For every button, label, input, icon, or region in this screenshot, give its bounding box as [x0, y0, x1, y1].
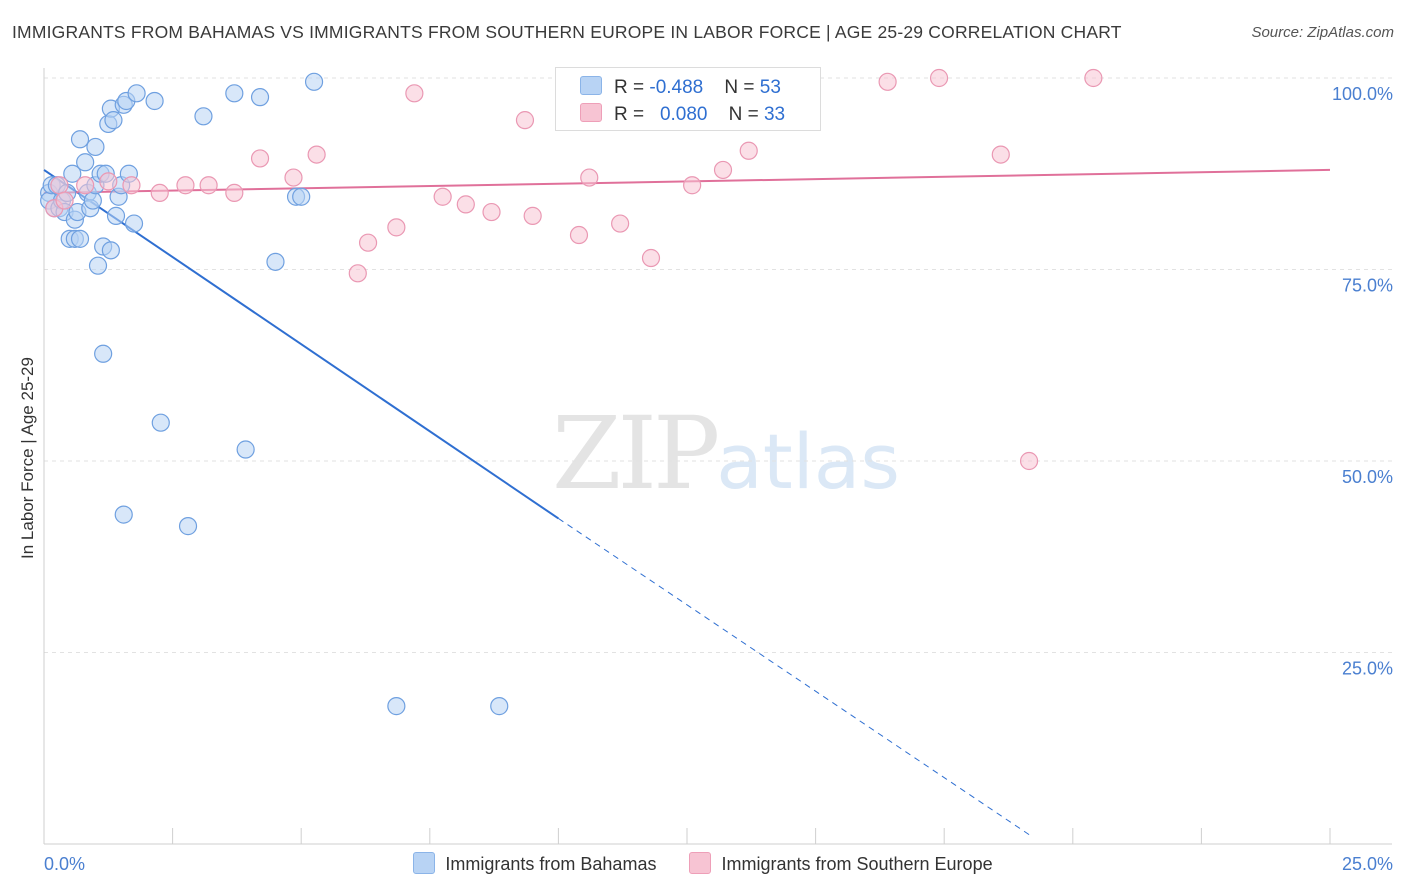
data-point-southern-europe — [307, 145, 326, 164]
legend-r-label: R = — [614, 77, 650, 98]
y-tick-label: 25.0% — [1342, 659, 1393, 679]
data-point-bahamas — [70, 130, 90, 149]
data-point-southern-europe — [122, 176, 141, 195]
data-point-bahamas — [490, 697, 509, 716]
data-point-southern-europe — [523, 206, 542, 225]
legend-n-label: N = — [728, 104, 764, 125]
data-point-bahamas — [76, 153, 95, 172]
data-point-southern-europe — [76, 176, 95, 195]
legend-item-southern-europe[interactable]: Immigrants from Southern Europe — [689, 852, 993, 875]
data-point-southern-europe — [991, 145, 1010, 164]
data-point-southern-europe — [55, 191, 74, 210]
data-point-bahamas — [236, 440, 255, 459]
source-credit: Source: ZipAtlas.com — [1251, 24, 1394, 41]
data-point-bahamas — [88, 256, 108, 275]
y-tick-label: 75.0% — [1342, 276, 1393, 296]
data-point-southern-europe — [929, 68, 949, 88]
data-point-southern-europe — [284, 168, 303, 187]
legend-row-bahamas: R = -0.488 N = 53 — [580, 76, 781, 99]
data-point-bahamas — [104, 111, 123, 130]
x-tick-label: 25.0% — [1342, 854, 1393, 874]
data-point-bahamas — [127, 84, 146, 103]
data-point-bahamas — [151, 413, 170, 432]
legend-r-value: -0.488 — [649, 77, 704, 98]
data-point-southern-europe — [150, 183, 169, 202]
watermark-zip: ZIP — [552, 395, 720, 512]
data-point-bahamas — [106, 206, 126, 225]
data-point-southern-europe — [50, 176, 69, 195]
data-point-bahamas — [124, 214, 144, 233]
data-point-southern-europe — [611, 214, 630, 233]
data-point-southern-europe — [683, 176, 702, 195]
legend-swatch-pink — [580, 103, 602, 122]
x-tick-label: 0.0% — [44, 854, 85, 874]
data-point-southern-europe — [405, 84, 424, 103]
data-point-southern-europe — [358, 233, 378, 252]
data-point-southern-europe — [569, 225, 589, 245]
legend-r-label: R = — [614, 104, 650, 125]
legend-swatch-pink — [689, 852, 712, 874]
legend-swatch-blue — [580, 76, 602, 95]
y-tick-label: 100.0% — [1332, 84, 1393, 104]
legend-row-southern-europe: R = 0.080 N = 33 — [580, 103, 785, 126]
data-point-southern-europe — [250, 149, 270, 168]
series-legend: Immigrants from Bahamas Immigrants from … — [0, 852, 1406, 875]
data-point-bahamas — [225, 84, 244, 103]
legend-n-value: 53 — [759, 77, 781, 98]
data-point-southern-europe — [99, 172, 118, 191]
data-point-southern-europe — [580, 168, 599, 187]
data-point-bahamas — [86, 137, 105, 157]
data-point-bahamas — [250, 88, 270, 107]
data-point-bahamas — [387, 697, 406, 716]
data-point-bahamas — [63, 164, 82, 183]
legend-swatch-blue — [413, 852, 436, 874]
data-point-southern-europe — [482, 202, 501, 222]
data-point-bahamas — [83, 191, 102, 210]
data-point-southern-europe — [387, 218, 406, 237]
data-point-southern-europe — [713, 160, 733, 180]
data-point-bahamas — [266, 252, 285, 271]
data-point-bahamas — [178, 517, 198, 536]
legend-r-value: 0.080 — [659, 104, 708, 125]
data-point-southern-europe — [199, 176, 218, 195]
legend-n-value: 33 — [763, 104, 786, 125]
data-point-southern-europe — [1019, 451, 1039, 471]
legend-n-label: N = — [724, 77, 760, 98]
data-points — [40, 68, 1103, 716]
data-point-bahamas — [194, 107, 213, 126]
data-point-bahamas — [70, 229, 90, 248]
data-point-bahamas — [145, 91, 164, 111]
legend-item-bahamas[interactable]: Immigrants from Bahamas — [413, 852, 656, 875]
y-tick-label: 50.0% — [1342, 467, 1393, 487]
data-point-southern-europe — [515, 111, 535, 130]
legend-label-bahamas: Immigrants from Bahamas — [445, 854, 657, 874]
data-point-southern-europe — [456, 195, 475, 214]
data-point-southern-europe — [641, 248, 661, 268]
data-point-southern-europe — [176, 176, 195, 195]
trend-line-bahamas-extension — [558, 518, 1032, 837]
data-point-southern-europe — [739, 141, 758, 160]
legend-label-southern-europe: Immigrants from Southern Europe — [721, 854, 993, 874]
correlation-legend: R = -0.488 N = 53 R = 0.080 N = 33 — [555, 67, 821, 131]
data-point-bahamas — [292, 187, 311, 206]
data-point-bahamas — [304, 72, 324, 91]
data-point-bahamas — [101, 241, 120, 260]
chart-title: IMMIGRANTS FROM BAHAMAS VS IMMIGRANTS FR… — [12, 22, 1122, 42]
data-point-southern-europe — [348, 264, 367, 283]
data-point-southern-europe — [433, 187, 452, 206]
data-point-southern-europe — [878, 72, 897, 91]
data-point-southern-europe — [1084, 68, 1103, 88]
data-point-bahamas — [94, 344, 113, 363]
tick-labels: 25.0% 50.0% 75.0% 100.0% 0.0% 25.0% — [44, 84, 1393, 874]
data-point-southern-europe — [225, 183, 244, 202]
data-point-bahamas — [114, 505, 133, 524]
